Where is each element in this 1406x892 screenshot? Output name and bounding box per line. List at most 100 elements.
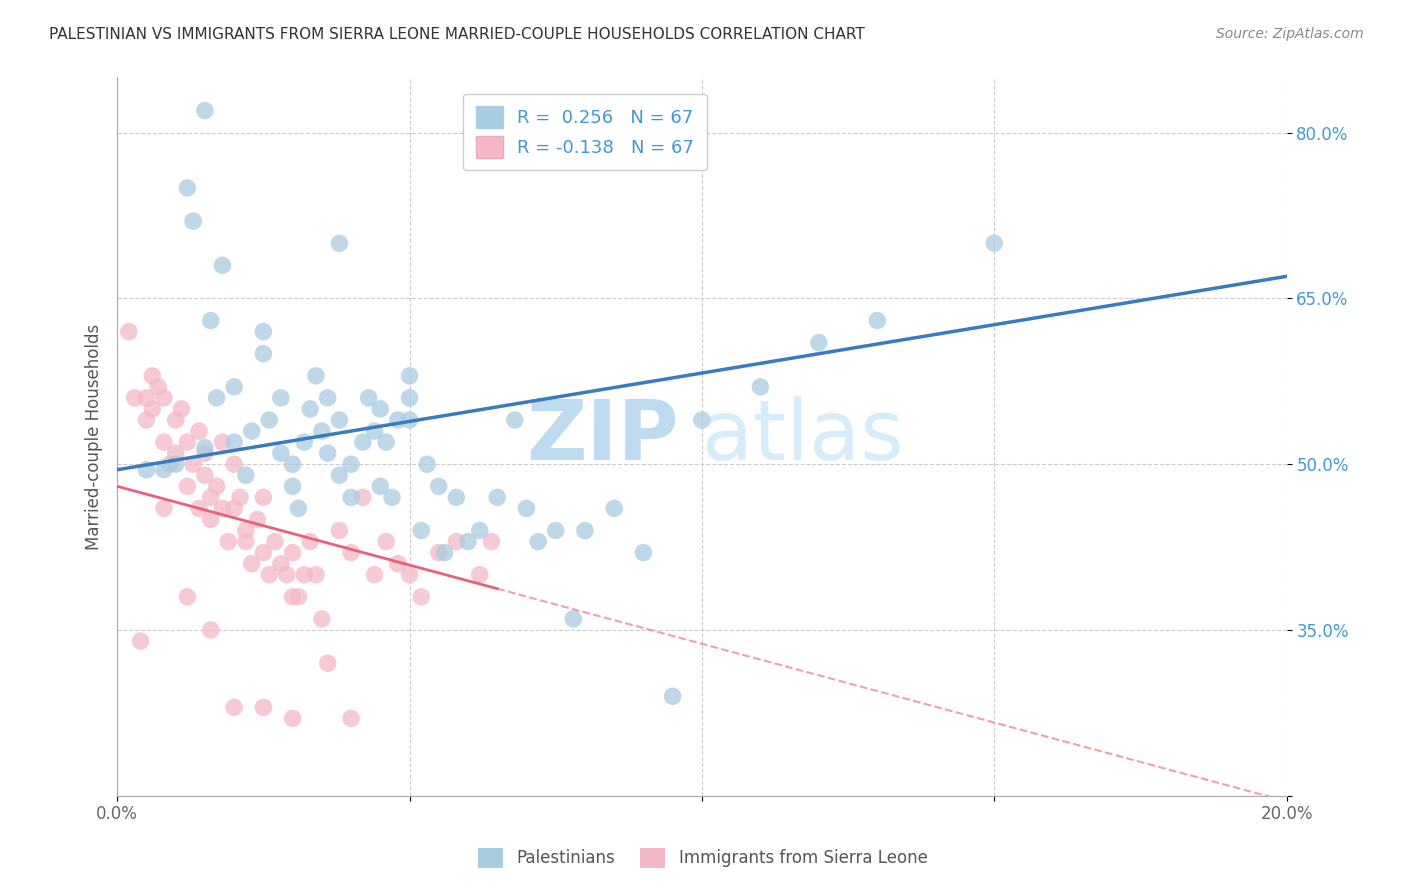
Point [235,534,257,549]
Point [188,501,211,516]
Point [427,479,450,493]
Point [411,524,433,538]
Point [281,479,304,493]
Point [328,524,350,538]
Point [200,512,222,526]
Point [229,491,252,505]
Point [135,413,157,427]
Point [316,446,339,460]
Point [299,534,322,549]
Point [170,401,193,416]
Point [398,368,420,383]
Point [264,534,287,549]
Point [124,391,146,405]
Point [468,567,491,582]
Point [165,457,187,471]
Point [246,512,269,526]
Point [398,567,420,582]
Y-axis label: Married-couple Households: Married-couple Households [86,324,103,549]
Point [328,413,350,427]
Legend: Palestinians, Immigrants from Sierra Leone: Palestinians, Immigrants from Sierra Leo… [471,841,935,875]
Point [224,700,246,714]
Point [292,435,315,450]
Point [224,435,246,450]
Legend: R =  0.256   N = 67, R = -0.138   N = 67: R = 0.256 N = 67, R = -0.138 N = 67 [463,94,707,170]
Point [224,380,246,394]
Point [188,424,211,438]
Point [328,468,350,483]
Point [328,236,350,251]
Point [486,491,509,505]
Point [433,546,456,560]
Point [305,567,328,582]
Point [141,368,163,383]
Point [252,48,274,62]
Point [446,534,468,549]
Point [205,479,228,493]
Point [235,468,257,483]
Point [574,524,596,538]
Point [252,491,274,505]
Point [527,534,550,549]
Text: Source: ZipAtlas.com: Source: ZipAtlas.com [1216,27,1364,41]
Point [240,557,263,571]
Text: atlas: atlas [702,396,904,477]
Point [457,534,479,549]
Point [276,567,298,582]
Point [181,214,204,228]
Point [252,546,274,560]
Point [690,413,713,427]
Point [983,236,1005,251]
Point [153,391,176,405]
Point [352,435,374,450]
Point [205,391,228,405]
Point [368,401,391,416]
Point [224,501,246,516]
Point [211,435,233,450]
Point [281,711,304,725]
Point [224,457,246,471]
Point [176,435,198,450]
Point [398,413,420,427]
Point [252,347,274,361]
Point [481,534,503,549]
Point [411,590,433,604]
Point [200,623,222,637]
Point [807,335,830,350]
Point [194,441,217,455]
Point [562,612,585,626]
Point [305,368,328,383]
Point [387,557,409,571]
Point [363,424,385,438]
Point [381,491,404,505]
Point [340,457,363,471]
Point [503,413,526,427]
Point [340,546,363,560]
Point [240,424,263,438]
Point [153,435,176,450]
Point [357,391,380,405]
Point [292,567,315,582]
Point [387,413,409,427]
Point [316,391,339,405]
Point [200,313,222,327]
Point [281,457,304,471]
Point [287,590,309,604]
Point [281,590,304,604]
Point [211,258,233,272]
Point [270,446,292,460]
Point [633,546,655,560]
Point [416,457,439,471]
Point [146,380,169,394]
Point [217,534,239,549]
Point [363,567,385,582]
Point [135,391,157,405]
Point [375,534,398,549]
Point [194,468,217,483]
Point [375,435,398,450]
Point [281,546,304,560]
Point [153,463,176,477]
Point [603,501,626,516]
Point [368,479,391,493]
Point [311,612,333,626]
